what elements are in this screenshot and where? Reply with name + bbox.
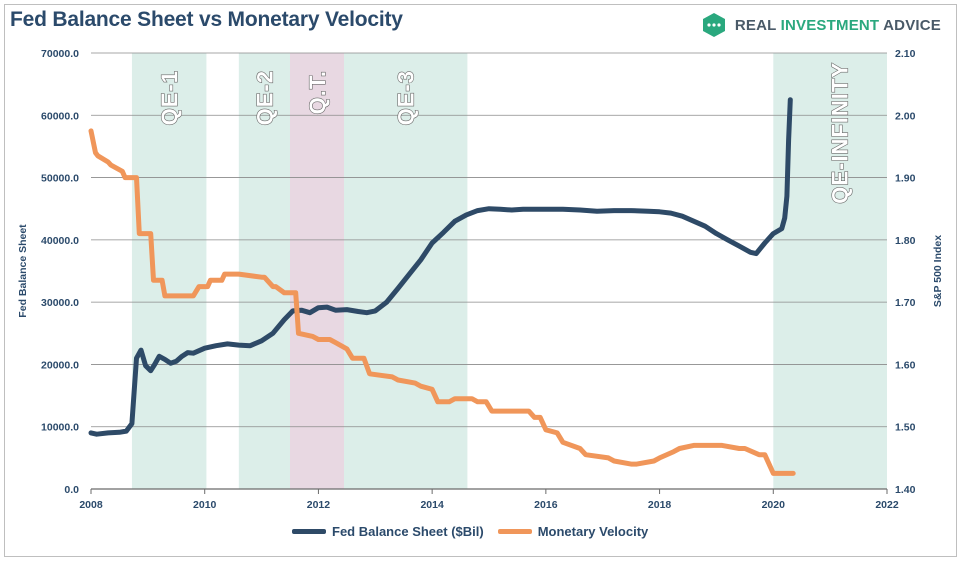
brand-logo-icon <box>702 13 725 37</box>
x-tick-3: 2014 <box>420 499 444 511</box>
y-right-tick-1: 1.50 <box>895 422 916 434</box>
y-left-tick-2: 20000.0 <box>41 359 79 371</box>
y-left-tick-3: 30000.0 <box>41 297 79 309</box>
y-right-tick-0: 1.40 <box>895 484 916 496</box>
y-right-tick-7: 2.10 <box>895 48 916 60</box>
band-label-qe-infinity: QE-INFINITY <box>827 62 852 204</box>
legend-label-fed: Fed Balance Sheet ($Bil) <box>332 524 484 539</box>
y-right-tick-5: 1.90 <box>895 173 916 185</box>
y-left-tick-6: 60000.0 <box>41 110 79 122</box>
y-left-tick-5: 50000.0 <box>41 173 79 185</box>
legend-item-fed: Fed Balance Sheet ($Bil) <box>292 524 484 539</box>
brand: REAL INVESTMENT ADVICE <box>701 12 941 38</box>
band-label-qe-3: QE-3 <box>394 70 419 125</box>
y-right-tick-2: 1.60 <box>895 359 916 371</box>
chart-title: Fed Balance Sheet vs Monetary Velocity <box>10 8 403 31</box>
y-left-tick-4: 40000.0 <box>41 235 79 247</box>
x-tick-6: 2020 <box>762 499 786 511</box>
x-tick-4: 2016 <box>534 499 558 511</box>
band-qe-3 <box>344 53 468 489</box>
series-line-fed-balance-sheet <box>88 97 793 437</box>
x-tick-0: 2008 <box>79 499 103 511</box>
x-tick-7: 2022 <box>875 499 899 511</box>
series-line-monetary-velocity <box>88 128 796 476</box>
legend: Fed Balance Sheet ($Bil) Monetary Veloci… <box>292 524 648 539</box>
y-left-title: Fed Balance Sheet <box>17 224 29 318</box>
y-right-tick-3: 1.70 <box>895 297 916 309</box>
y-left-tick-7: 70000.0 <box>41 48 79 60</box>
y-left-tick-0: 0.0 <box>64 484 79 496</box>
x-tick-2: 2012 <box>307 499 331 511</box>
x-tick-1: 2010 <box>193 499 217 511</box>
legend-item-velocity: Monetary Velocity <box>497 524 649 539</box>
band-qe-2 <box>238 53 290 489</box>
band-qe-infinity <box>773 53 887 489</box>
band-label-qe-1: QE-1 <box>157 70 182 125</box>
brand-name: REAL INVESTMENT ADVICE <box>735 17 941 34</box>
brand-name-part1: REAL <box>734 16 781 34</box>
y-right-tick-4: 1.80 <box>895 235 916 247</box>
x-tick-5: 2018 <box>648 499 672 511</box>
legend-swatch-fed <box>292 529 326 534</box>
band-label-qe-2: QE-2 <box>252 70 277 125</box>
band-q-t- <box>290 53 345 489</box>
band-label-q-t-: Q.T. <box>305 70 330 114</box>
y-right-tick-6: 2.00 <box>895 110 916 122</box>
legend-swatch-velocity <box>497 529 532 534</box>
band-qe-1 <box>131 53 207 489</box>
y-right-title: S&P 500 Index <box>932 235 944 307</box>
brand-name-part3: ADVICE <box>879 16 941 34</box>
brand-name-part2: INVESTMENT <box>780 16 880 34</box>
y-left-tick-1: 10000.0 <box>41 422 79 434</box>
legend-label-velocity: Monetary Velocity <box>537 524 649 539</box>
